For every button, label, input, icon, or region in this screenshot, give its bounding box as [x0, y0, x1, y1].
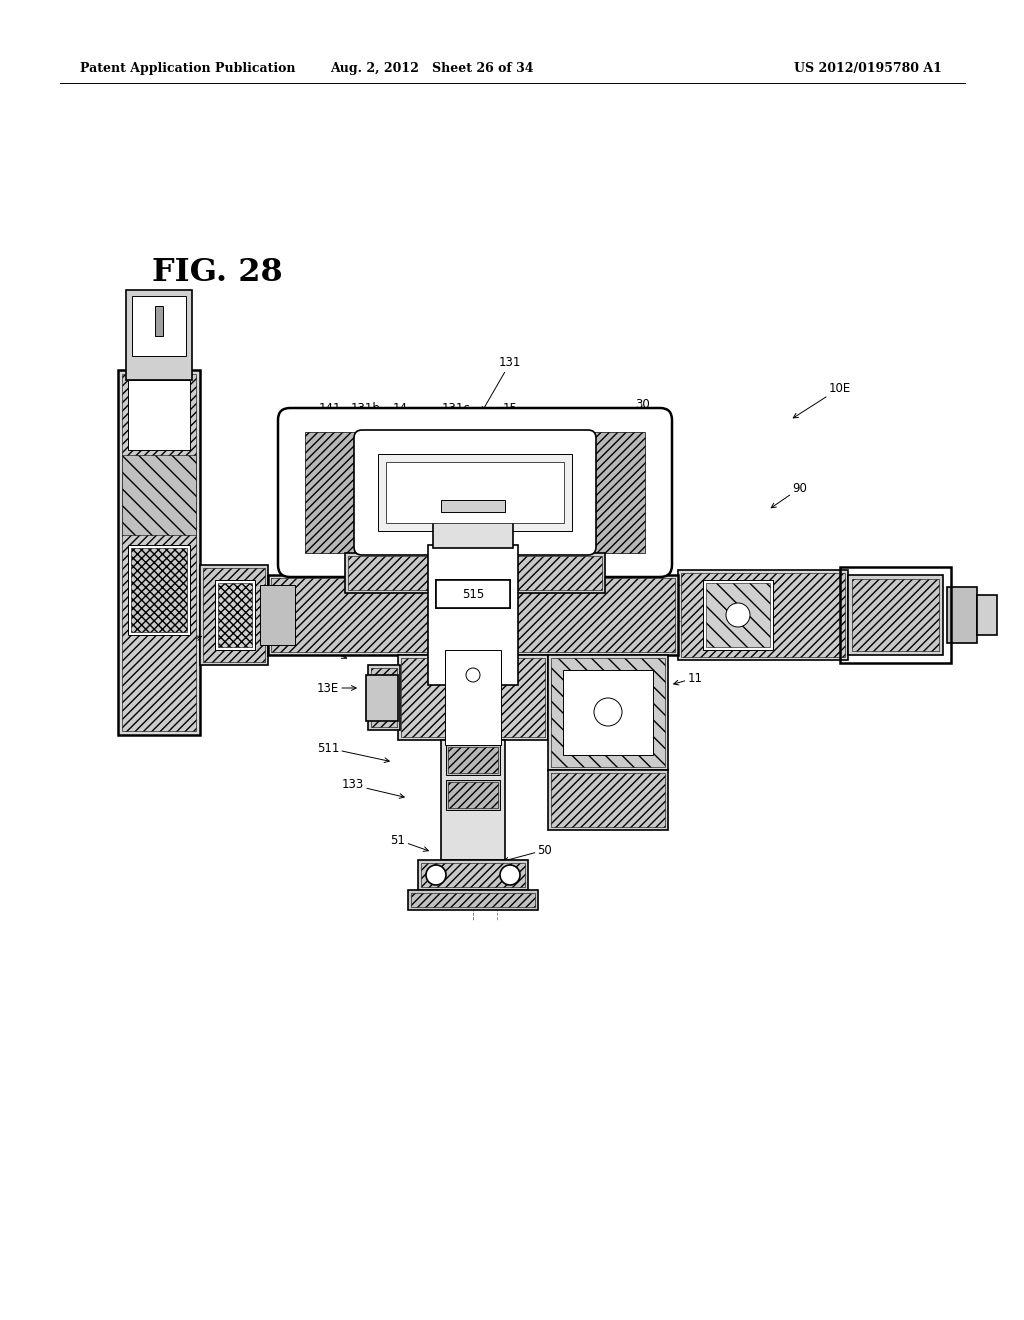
Bar [548, 655, 668, 770]
Text: 515: 515 [462, 587, 484, 601]
Bar [848, 576, 943, 655]
Bar [378, 454, 572, 531]
Bar [122, 455, 196, 535]
Bar [436, 579, 510, 609]
Bar [348, 556, 602, 590]
Text: 511: 511 [316, 742, 389, 763]
Text: 141: 141 [318, 401, 343, 425]
FancyBboxPatch shape [354, 430, 596, 554]
Bar [132, 296, 186, 356]
Bar [271, 578, 675, 652]
Text: 515: 515 [463, 589, 483, 599]
Bar [445, 649, 501, 744]
Bar [977, 595, 997, 635]
Bar [122, 374, 196, 731]
Circle shape [726, 603, 750, 627]
Text: 111: 111 [658, 576, 696, 594]
Bar [128, 545, 190, 635]
Bar [551, 668, 577, 727]
Bar [218, 583, 252, 647]
Text: 90: 90 [771, 482, 808, 508]
Bar [345, 553, 605, 593]
Bar [947, 587, 977, 643]
Bar [401, 657, 545, 737]
Bar [305, 432, 357, 553]
Bar [840, 568, 951, 663]
Text: 18: 18 [302, 634, 346, 659]
FancyBboxPatch shape [278, 408, 672, 577]
Text: FIG. 28: FIG. 28 [152, 257, 283, 288]
Bar [368, 665, 400, 730]
Bar [131, 548, 187, 632]
Bar [421, 863, 525, 887]
Bar [852, 579, 939, 651]
Bar [563, 671, 653, 755]
Bar [436, 579, 510, 609]
Text: 51: 51 [390, 833, 428, 851]
Bar [703, 579, 773, 649]
Text: 132b: 132b [445, 591, 475, 607]
Bar [418, 861, 528, 890]
Bar [449, 747, 498, 774]
Bar [215, 579, 255, 649]
Bar [371, 668, 397, 727]
Text: 17: 17 [453, 630, 468, 643]
Text: 111b: 111b [445, 649, 475, 663]
Bar [593, 432, 645, 553]
Bar [706, 583, 770, 647]
Bar [260, 585, 295, 645]
Text: 142: 142 [625, 424, 654, 451]
Text: 112: 112 [658, 611, 696, 627]
Text: 131: 131 [482, 356, 521, 412]
Bar [398, 655, 548, 741]
Text: Aug. 2, 2012   Sheet 26 of 34: Aug. 2, 2012 Sheet 26 of 34 [331, 62, 534, 75]
Bar [441, 500, 505, 512]
Bar [155, 306, 163, 337]
Text: 11: 11 [674, 672, 702, 685]
Text: Patent Application Publication: Patent Application Publication [80, 62, 296, 75]
Text: 131c: 131c [441, 401, 470, 425]
Text: 14: 14 [392, 401, 409, 425]
Circle shape [426, 865, 446, 884]
Bar [126, 290, 193, 380]
Bar [449, 781, 498, 808]
Text: 132a: 132a [445, 669, 475, 685]
Text: 50: 50 [504, 843, 552, 862]
Circle shape [594, 698, 622, 726]
Text: 15: 15 [503, 401, 518, 425]
Bar [428, 545, 518, 685]
Bar [411, 894, 535, 907]
Bar [433, 510, 513, 548]
Bar [441, 741, 505, 861]
Text: 70: 70 [173, 636, 202, 652]
Text: 10E: 10E [794, 381, 851, 418]
Bar [446, 744, 500, 775]
Bar [118, 370, 200, 735]
Bar [446, 780, 500, 810]
Bar [678, 570, 848, 660]
Circle shape [466, 668, 480, 682]
Bar [548, 770, 668, 830]
Bar [548, 665, 580, 730]
Text: 181: 181 [449, 610, 471, 623]
Bar [681, 573, 845, 657]
Bar [366, 675, 398, 721]
Bar [551, 657, 665, 767]
Text: 131b: 131b [351, 401, 381, 425]
Circle shape [500, 865, 520, 884]
Text: 133: 133 [342, 779, 404, 799]
Bar [551, 774, 665, 828]
Bar [268, 576, 678, 655]
Bar [386, 462, 564, 523]
Text: 13E: 13E [316, 681, 356, 694]
Text: 113: 113 [620, 672, 646, 688]
Bar [408, 890, 538, 909]
Bar [200, 565, 268, 665]
Text: US 2012/0195780 A1: US 2012/0195780 A1 [795, 62, 942, 75]
Bar [203, 568, 265, 663]
Bar [128, 380, 190, 450]
Text: 30: 30 [623, 399, 650, 432]
